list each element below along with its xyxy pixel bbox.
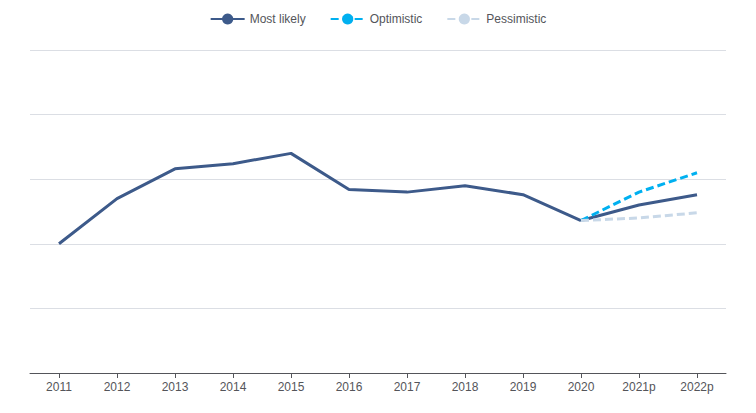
svg-text:2015: 2015 bbox=[278, 380, 305, 394]
svg-text:2012: 2012 bbox=[104, 380, 131, 394]
svg-text:Pessimistic: Pessimistic bbox=[486, 12, 546, 26]
svg-text:2013: 2013 bbox=[162, 380, 189, 394]
svg-text:2017: 2017 bbox=[394, 380, 421, 394]
svg-text:2014: 2014 bbox=[220, 380, 247, 394]
svg-text:2021p: 2021p bbox=[622, 380, 656, 394]
svg-text:Most likely: Most likely bbox=[250, 12, 306, 26]
svg-text:2011: 2011 bbox=[46, 380, 72, 394]
svg-text:2016: 2016 bbox=[336, 380, 363, 394]
svg-text:Optimistic: Optimistic bbox=[370, 12, 423, 26]
svg-text:2020: 2020 bbox=[568, 380, 595, 394]
svg-text:2019: 2019 bbox=[510, 380, 537, 394]
svg-text:2018: 2018 bbox=[452, 380, 479, 394]
svg-text:2022p: 2022p bbox=[680, 380, 714, 394]
